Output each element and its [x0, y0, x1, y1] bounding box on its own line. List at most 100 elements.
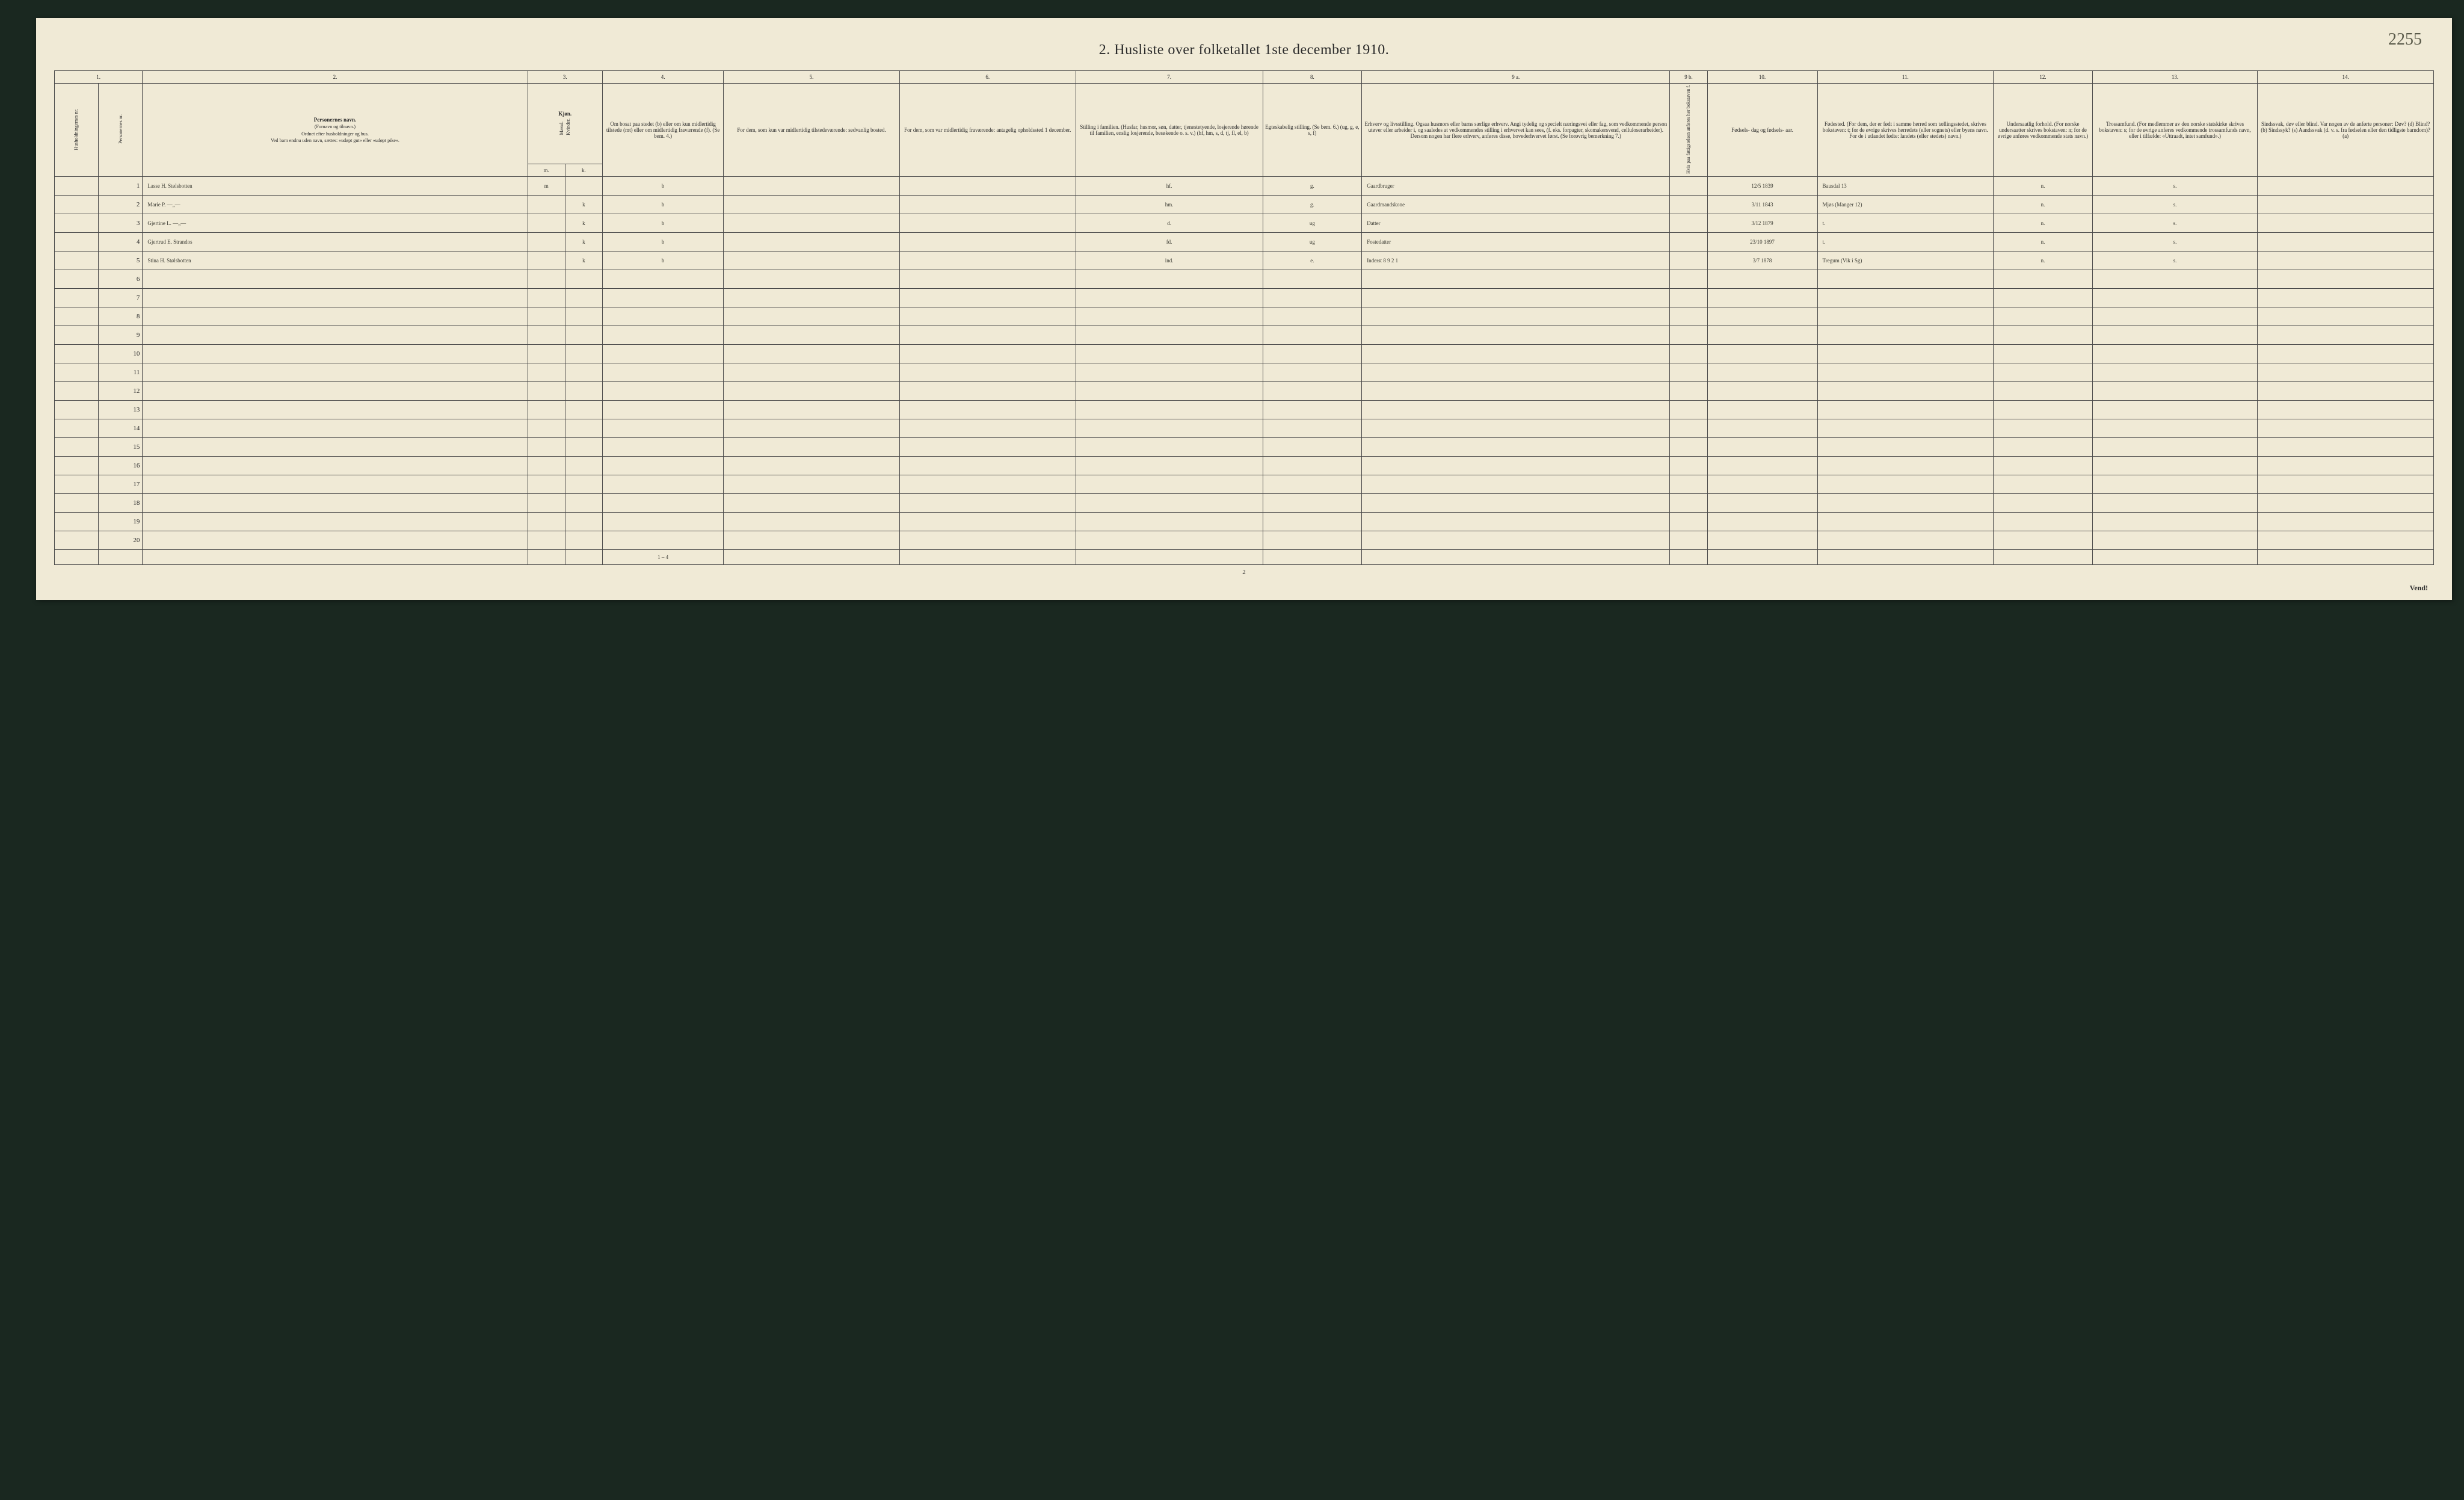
cell: n. — [1994, 196, 2093, 214]
cell — [565, 550, 602, 565]
cell: 3 — [99, 214, 143, 233]
cell — [1994, 531, 2093, 550]
cell — [1707, 345, 1817, 363]
cell — [2258, 196, 2434, 214]
cell: b — [602, 214, 723, 233]
cell — [1263, 513, 1362, 531]
cell — [724, 401, 900, 419]
cell — [2258, 214, 2434, 233]
cell — [55, 177, 99, 196]
colnum-3: 3. — [528, 71, 602, 84]
census-table: 1. 2. 3. 4. 5. 6. 7. 8. 9 a. 9 b. 10. 11… — [54, 70, 2434, 565]
cell: Gjertrud E. Strandos — [143, 233, 528, 252]
cell — [724, 457, 900, 475]
hdr-egteskab: Egteskabelig stilling. (Se bem. 6.) (ug,… — [1263, 84, 1362, 177]
cell — [2258, 326, 2434, 345]
cell — [1076, 382, 1263, 401]
cell — [528, 214, 565, 233]
hdr-m: m. — [528, 164, 565, 176]
table-row: 19 — [55, 513, 2434, 531]
cell — [1362, 550, 1670, 565]
cell — [55, 419, 99, 438]
footer-row: 1 – 4 — [55, 550, 2434, 565]
cell — [602, 513, 723, 531]
cell — [899, 307, 1076, 326]
cell — [899, 345, 1076, 363]
cell — [724, 419, 900, 438]
hdr-k: k. — [565, 164, 602, 176]
cell — [55, 457, 99, 475]
cell: 2 — [99, 196, 143, 214]
table-row: 13 — [55, 401, 2434, 419]
cell — [1076, 513, 1263, 531]
cell — [899, 214, 1076, 233]
cell — [1670, 438, 1707, 457]
header-row: Husholdningernes nr. Personernes nr. Per… — [55, 84, 2434, 164]
cell — [602, 326, 723, 345]
hdr-husholdning: Husholdningernes nr. — [55, 84, 99, 177]
cell — [528, 233, 565, 252]
cell: 23/10 1897 — [1707, 233, 1817, 252]
cell — [899, 233, 1076, 252]
cell: Tregum (Vik i Sg) — [1817, 252, 1994, 270]
cell: 3/12 1879 — [1707, 214, 1817, 233]
column-number-row: 1. 2. 3. 4. 5. 6. 7. 8. 9 a. 9 b. 10. 11… — [55, 71, 2434, 84]
cell: g. — [1263, 177, 1362, 196]
cell — [1076, 531, 1263, 550]
colnum-10: 10. — [1707, 71, 1817, 84]
cell — [2258, 363, 2434, 382]
colnum-14: 14. — [2258, 71, 2434, 84]
cell — [724, 345, 900, 363]
cell — [1817, 438, 1994, 457]
cell — [899, 289, 1076, 307]
cell — [899, 494, 1076, 513]
cell: 4 — [99, 233, 143, 252]
cell: 13 — [99, 401, 143, 419]
cell — [143, 382, 528, 401]
cell — [2092, 513, 2257, 531]
cell — [724, 475, 900, 494]
table-row: 5Stina H. Stølsbottenkbind.e.Inderst 8 9… — [55, 252, 2434, 270]
cell — [724, 513, 900, 531]
table-row: 9 — [55, 326, 2434, 345]
cell — [55, 513, 99, 531]
cell — [528, 419, 565, 438]
cell: s. — [2092, 214, 2257, 233]
cell — [1707, 494, 1817, 513]
cell — [1994, 401, 2093, 419]
cell — [1670, 307, 1707, 326]
cell — [1707, 326, 1817, 345]
cell: Inderst 8 9 2 1 — [1362, 252, 1670, 270]
cell — [602, 457, 723, 475]
cell — [55, 252, 99, 270]
cell — [2092, 475, 2257, 494]
table-row: 1Lasse H. Stølsbottenmbhf.g.Gaardbruger1… — [55, 177, 2434, 196]
hdr-bosat: Om bosat paa stedet (b) eller om kun mid… — [602, 84, 723, 177]
hdr-trossamfund: Trossamfund. (For medlemmer av den norsk… — [2092, 84, 2257, 177]
cell — [899, 438, 1076, 457]
cell — [1994, 419, 2093, 438]
cell: e. — [1263, 252, 1362, 270]
cell — [1670, 270, 1707, 289]
cell: ind. — [1076, 252, 1263, 270]
cell — [55, 531, 99, 550]
cell — [565, 513, 602, 531]
cell: Mjøs (Manger 12) — [1817, 196, 1994, 214]
hdr-fodselsdato: Fødsels- dag og fødsels- aar. — [1707, 84, 1817, 177]
cell — [143, 419, 528, 438]
cell — [143, 494, 528, 513]
cell — [2258, 438, 2434, 457]
cell — [602, 438, 723, 457]
cell — [1817, 531, 1994, 550]
cell — [2258, 382, 2434, 401]
table-row: 6 — [55, 270, 2434, 289]
cell — [1670, 494, 1707, 513]
cell: Lasse H. Stølsbotten — [143, 177, 528, 196]
hdr-undersaat: Undersaatlig forhold. (For norske unders… — [1994, 84, 2093, 177]
cell — [602, 382, 723, 401]
table-body: 1Lasse H. Stølsbottenmbhf.g.Gaardbruger1… — [55, 177, 2434, 565]
cell: 14 — [99, 419, 143, 438]
cell — [2092, 345, 2257, 363]
cell: s. — [2092, 252, 2257, 270]
cell — [2092, 494, 2257, 513]
